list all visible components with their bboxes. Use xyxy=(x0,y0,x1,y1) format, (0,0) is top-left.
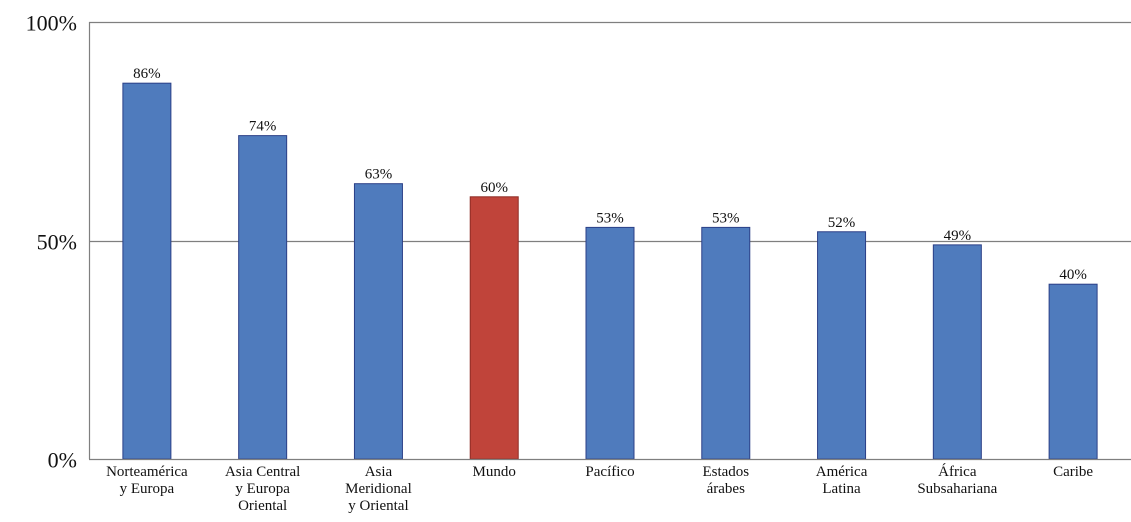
x-tick-label: Asia Central xyxy=(225,464,300,480)
bar xyxy=(122,82,172,460)
data-label: 86% xyxy=(133,66,161,82)
x-tick-label: América xyxy=(816,464,868,480)
x-tick-label: Caribe xyxy=(1053,464,1093,480)
x-tick-label: Latina xyxy=(822,481,861,497)
data-label: 63% xyxy=(365,167,393,183)
bar xyxy=(585,226,635,460)
x-tick-label: árabes xyxy=(707,481,745,497)
bar xyxy=(817,231,867,460)
x-tick-label: África xyxy=(938,463,977,480)
x-tick-label: y Oriental xyxy=(348,498,408,514)
x-tick-label: Subsahariana xyxy=(917,481,997,497)
x-tick-label: Asia xyxy=(365,464,393,480)
y-tick-label: 50% xyxy=(37,230,77,255)
bar xyxy=(469,196,519,460)
bar xyxy=(238,135,288,460)
x-tick-label: Meridional xyxy=(345,481,412,497)
data-label: 49% xyxy=(944,228,972,244)
x-tick-label: Pacífico xyxy=(585,464,634,480)
data-label: 74% xyxy=(249,119,277,135)
bar xyxy=(701,226,751,460)
bar xyxy=(932,244,982,460)
x-tick-label: y Europa xyxy=(235,481,290,497)
x-tick-label: Oriental xyxy=(238,498,287,514)
axes xyxy=(88,22,1131,461)
bar xyxy=(1048,283,1098,460)
y-tick-label: 100% xyxy=(26,11,77,36)
bar xyxy=(353,183,403,460)
x-tick-label: Estados xyxy=(702,464,749,480)
data-label: 52% xyxy=(828,215,856,231)
data-label: 53% xyxy=(712,210,740,226)
data-label: 60% xyxy=(480,180,508,196)
bars xyxy=(122,82,1098,460)
data-label: 40% xyxy=(1059,267,1087,283)
x-tick-label: Mundo xyxy=(473,464,516,480)
x-tick-label: y Europa xyxy=(120,481,175,497)
y-tick-label: 0% xyxy=(48,448,77,473)
data-label: 53% xyxy=(596,210,624,226)
x-tick-label: Norteamérica xyxy=(106,464,188,480)
